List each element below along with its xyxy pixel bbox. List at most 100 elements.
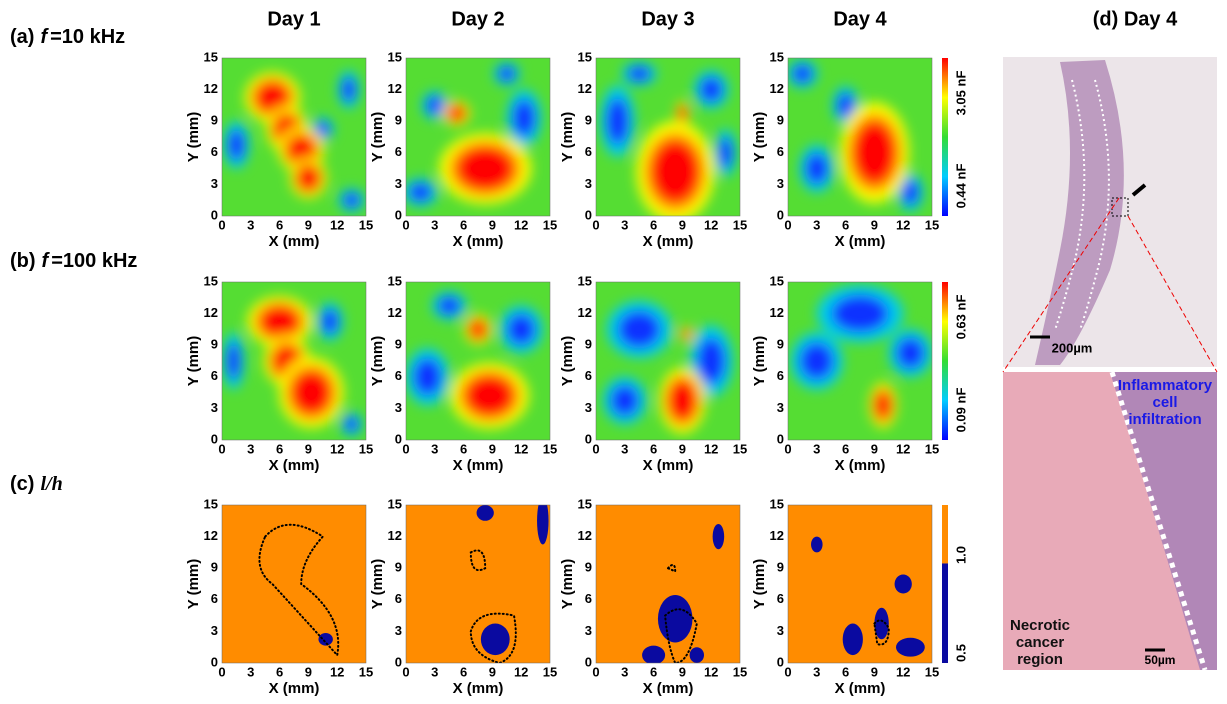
x-tick-label: 12	[330, 217, 344, 232]
zoom-line	[1127, 215, 1218, 373]
x-axis-label: X (mm)	[835, 457, 886, 474]
low-region	[426, 95, 444, 115]
y-tick-label: 6	[395, 368, 402, 383]
row-variable: f	[42, 250, 51, 272]
frame	[405, 57, 551, 217]
y-tick-label: 3	[585, 400, 592, 415]
high-region	[678, 105, 687, 122]
y-tick-label: 15	[388, 49, 402, 64]
colorbar-label: 3.05 nF	[953, 71, 968, 116]
x-tick-label: 0	[218, 664, 225, 679]
low-region	[610, 384, 640, 417]
colorbar-label: 1.0	[953, 546, 968, 564]
x-axis-label: X (mm)	[643, 233, 694, 250]
region-label: Inflammatory	[1118, 377, 1213, 394]
low-region	[606, 97, 630, 145]
high-region	[255, 81, 290, 114]
x-tick-label: 12	[330, 664, 344, 679]
blur-layer	[406, 61, 542, 207]
frame	[595, 57, 741, 217]
low-region	[896, 637, 925, 657]
low-region	[617, 310, 661, 349]
column-header: Day 1	[267, 8, 320, 30]
y-tick-label: 6	[585, 368, 592, 383]
x-tick-label: 0	[592, 664, 599, 679]
x-tick-label: 6	[650, 441, 657, 456]
y-tick-label: 9	[211, 560, 218, 575]
column-header: Day 3	[641, 8, 694, 30]
y-tick-label: 0	[395, 207, 402, 222]
x-tick-label: 3	[247, 664, 254, 679]
y-tick-label: 12	[388, 528, 402, 543]
x-tick-label: 9	[871, 664, 878, 679]
x-tick-label: 9	[489, 441, 496, 456]
y-tick-label: 12	[578, 528, 592, 543]
heatmap	[406, 505, 550, 663]
row-letter: (c)	[10, 473, 34, 495]
x-tick-label: 6	[650, 217, 657, 232]
x-tick-label: 3	[621, 664, 628, 679]
high-region	[286, 135, 316, 164]
high-region	[291, 370, 332, 415]
low-region	[315, 121, 330, 137]
x-tick-label: 15	[543, 217, 557, 232]
contour	[664, 563, 698, 663]
y-tick-label: 3	[585, 176, 592, 191]
y-tick-label: 12	[770, 305, 784, 320]
y-axis-label: Y (mm)	[559, 336, 576, 387]
row-variable: l/h	[40, 473, 62, 495]
x-tick-label: 3	[431, 441, 438, 456]
y-tick-label: 9	[777, 113, 784, 128]
x-tick-label: 3	[431, 217, 438, 232]
row-label: (a) f =10 kHz	[10, 26, 125, 48]
tissue	[1035, 60, 1124, 365]
x-tick-label: 6	[842, 441, 849, 456]
frame	[595, 504, 741, 664]
y-tick-label: 3	[777, 623, 784, 638]
y-tick-label: 15	[770, 49, 784, 64]
x-tick-label: 12	[896, 217, 910, 232]
y-tick-label: 12	[770, 81, 784, 96]
heatmap	[788, 58, 932, 216]
row-letter: (b)	[10, 250, 36, 272]
y-tick-label: 15	[388, 273, 402, 288]
low-region	[408, 182, 432, 202]
x-tick-label: 6	[276, 217, 283, 232]
y-axis-label: Y (mm)	[559, 559, 576, 610]
x-tick-label: 15	[359, 664, 373, 679]
y-tick-label: 0	[777, 654, 784, 669]
y-tick-label: 15	[204, 49, 218, 64]
y-tick-label: 3	[211, 623, 218, 638]
low-region	[657, 595, 693, 643]
x-tick-label: 6	[650, 664, 657, 679]
y-tick-label: 0	[777, 431, 784, 446]
y-tick-label: 0	[585, 654, 592, 669]
y-tick-label: 6	[777, 368, 784, 383]
row-variable: f	[40, 26, 49, 48]
row-setting: =10 kHz	[50, 26, 125, 48]
y-tick-label: 0	[395, 431, 402, 446]
x-tick-label: 9	[871, 217, 878, 232]
frame	[787, 281, 933, 441]
row-setting: =100 kHz	[51, 250, 137, 272]
y-axis-label: Y (mm)	[369, 112, 386, 163]
high-region	[668, 379, 697, 422]
x-tick-label: 15	[925, 441, 939, 456]
y-tick-label: 9	[211, 113, 218, 128]
y-tick-label: 9	[585, 113, 592, 128]
x-tick-label: 15	[543, 441, 557, 456]
heatmap	[222, 58, 366, 216]
x-tick-label: 15	[359, 217, 373, 232]
y-tick-label: 9	[395, 560, 402, 575]
y-tick-label: 0	[395, 654, 402, 669]
blur-layer	[406, 291, 543, 429]
high-region	[682, 329, 692, 339]
colorbar-label: 0.44 nF	[953, 164, 968, 209]
x-tick-label: 6	[460, 664, 467, 679]
low-region	[696, 337, 726, 385]
blur-layer	[223, 70, 365, 213]
y-tick-label: 3	[211, 400, 218, 415]
y-tick-label: 12	[578, 305, 592, 320]
y-tick-label: 3	[585, 623, 592, 638]
x-tick-label: 0	[592, 217, 599, 232]
